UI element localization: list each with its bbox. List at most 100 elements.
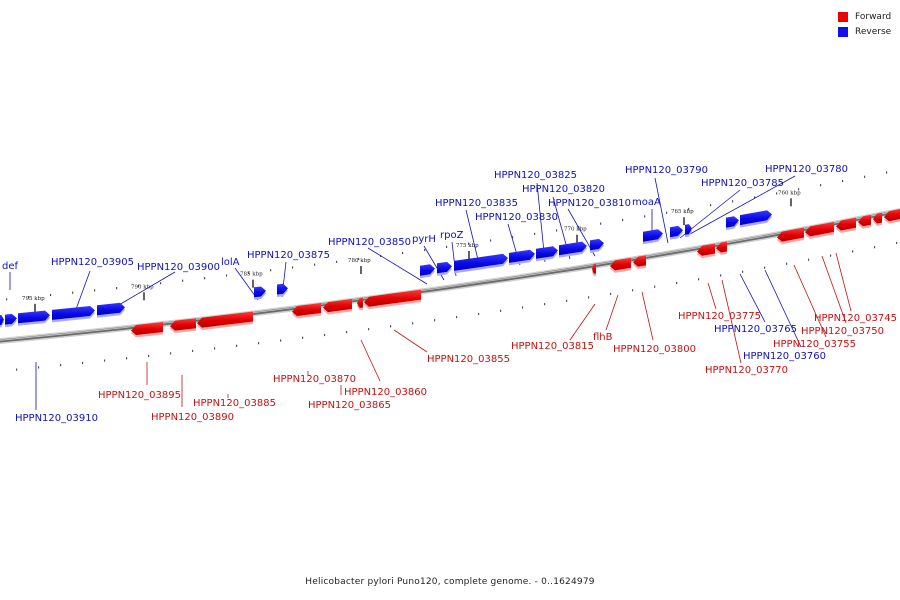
gene-label: HPPN120_03750 [801, 326, 884, 337]
dot-mark [160, 282, 162, 285]
dot-mark [434, 319, 436, 322]
dot-mark [314, 263, 316, 266]
dot-mark [28, 296, 30, 299]
dot-mark [368, 328, 370, 331]
dot-mark [754, 196, 756, 199]
dot-mark [710, 204, 712, 207]
dot-mark [732, 200, 734, 203]
label-leader [641, 291, 654, 341]
dot-mark [302, 336, 304, 339]
dot-mark [842, 179, 844, 183]
gene-arrow [858, 214, 871, 227]
gene-label: HPPN120_03895 [98, 390, 181, 401]
dot-mark [94, 289, 96, 292]
label-leader [689, 175, 796, 235]
dot-mark [358, 257, 360, 261]
gene-arrow [364, 289, 421, 307]
gene-label: HPPN120_03885 [193, 398, 276, 409]
gene-arrow [559, 241, 587, 256]
gene-arrow [131, 322, 163, 335]
gene-label: flhB [593, 332, 613, 343]
dot-mark [742, 270, 744, 273]
gene-arrow [52, 306, 95, 320]
dot-mark [632, 289, 634, 292]
dot-mark [556, 229, 558, 232]
gene-arrow [0, 314, 4, 326]
gene-arrow [97, 302, 125, 316]
dot-mark [72, 291, 74, 294]
dot-mark [776, 192, 778, 195]
dot-mark [798, 188, 800, 191]
gene-label: HPPN120_03780 [765, 164, 848, 175]
dot-mark [610, 292, 612, 295]
dot-mark [720, 274, 722, 277]
dot-mark [446, 245, 448, 248]
gene-arrow [437, 261, 452, 274]
gene-features [0, 208, 900, 338]
dot-mark [468, 242, 470, 245]
dot-mark [192, 349, 194, 352]
dot-mark [622, 218, 624, 222]
gene-arrow [509, 249, 535, 263]
gene-arrow [643, 229, 663, 242]
gene-label: HPPN120_03820 [522, 184, 605, 195]
tick-label: 765 kbp [671, 209, 694, 215]
gene-arrow [740, 210, 772, 226]
dot-mark [280, 339, 282, 342]
dot-mark [478, 312, 480, 316]
gene-label: HPPN120_03855 [427, 354, 510, 365]
legend-forward: Forward [838, 9, 891, 24]
dot-mark [830, 254, 832, 257]
gene-arrow [254, 286, 266, 298]
label-leader [764, 269, 802, 348]
gene-arrow [716, 241, 727, 253]
dot-mark [336, 260, 338, 263]
dot-mark [204, 277, 206, 280]
dot-mark [534, 232, 536, 235]
gene-label: HPPN120_03760 [743, 351, 826, 362]
gene-arrow [170, 318, 196, 331]
dot-mark [346, 331, 348, 334]
reverse-swatch [838, 26, 848, 37]
gene-label: lolA [221, 257, 240, 268]
dot-mark [786, 262, 788, 265]
label-leader [393, 329, 428, 353]
label-leader [360, 339, 381, 382]
dot-mark [886, 171, 888, 174]
tick-label: 760 kbp [778, 190, 801, 196]
legend-reverse-label: Reverse [855, 26, 892, 37]
dot-mark [864, 175, 866, 178]
label-leader [835, 252, 852, 312]
gene-arrow [323, 298, 352, 313]
dot-mark [820, 184, 822, 187]
gene-labels: def HPPN120_03910 HPPN120_03905 HPPN120_039… [2, 164, 897, 424]
gene-arrow [357, 297, 363, 308]
gene-arrow [18, 310, 50, 324]
gene-arrow [777, 227, 804, 242]
dot-mark [644, 215, 646, 218]
gene-label: HPPN120_03765 [714, 324, 797, 335]
gene-label: HPPN120_03910 [15, 413, 98, 424]
dot-mark [490, 239, 492, 242]
dot-mark [666, 211, 668, 214]
tick-label: 780 kbp [348, 258, 371, 264]
gene-label: HPPN120_03785 [701, 178, 784, 189]
gene-label: HPPN120_03825 [494, 170, 577, 181]
dot-mark [236, 344, 238, 347]
dot-mark [38, 366, 40, 369]
gene-arrow [670, 225, 683, 238]
dot-mark [600, 222, 602, 225]
tick-label: 770 kbp [564, 227, 587, 233]
gene-label: HPPN120_03835 [435, 198, 518, 209]
dot-mark [500, 309, 502, 312]
dot-mark [214, 347, 216, 350]
legend-forward-label: Forward [855, 11, 892, 22]
gene-label: HPPN120_03875 [247, 250, 330, 261]
dot-mark [808, 258, 810, 261]
dot-mark [588, 296, 590, 299]
dot-mark [270, 269, 272, 272]
legend: Forward Reverse [838, 9, 891, 39]
gene-arrow [536, 246, 558, 259]
gene-arrow [805, 221, 834, 237]
dot-mark [292, 266, 294, 269]
